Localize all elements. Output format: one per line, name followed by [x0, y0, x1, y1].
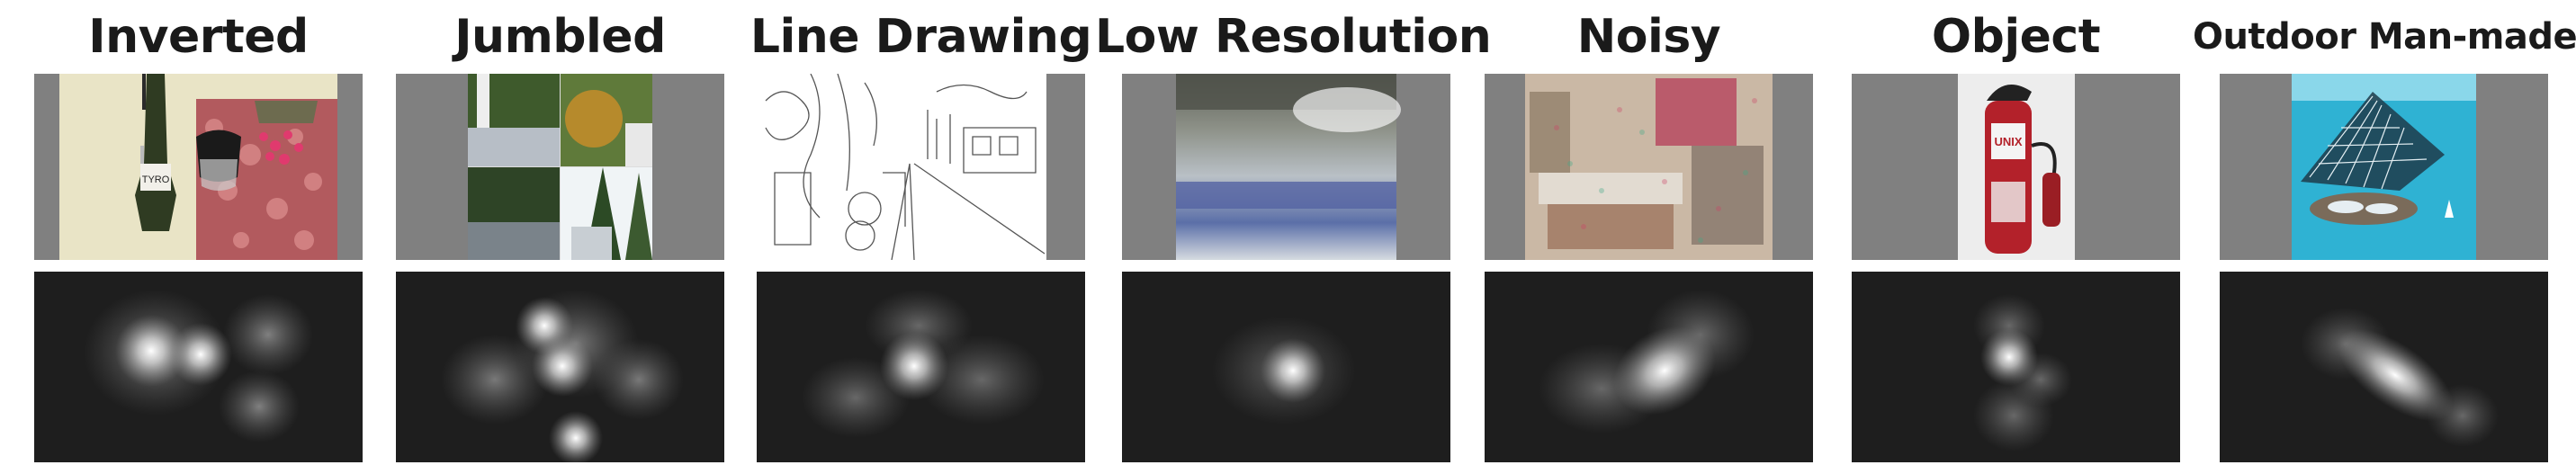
fixation-heatmap [757, 272, 1085, 462]
panel-title: Outdoor Man-made [2193, 16, 2576, 58]
stimulus-image [757, 74, 1085, 260]
fixation-heatmap [2220, 272, 2548, 462]
extinguisher-label: UNIX [1994, 135, 2022, 148]
panel-title: Object [1931, 10, 2101, 64]
fixation-heatmap [1485, 272, 1813, 462]
panel-object: Object UNIX [1852, 0, 2180, 474]
panel-title: Noisy [1576, 10, 1721, 64]
stimulus-image [1122, 74, 1450, 260]
panel-outdoor-man-made: Outdoor Man-made [2193, 0, 2576, 474]
fixation-heatmap [1122, 272, 1450, 462]
fixation-heatmap [34, 272, 363, 462]
stimulus-image [2220, 74, 2548, 260]
panel-title: Jumbled [454, 10, 666, 64]
panel-inverted: Inverted TYRO [34, 0, 363, 474]
panel-jumbled: Jumbled [396, 0, 724, 474]
fixation-heatmap [396, 272, 724, 462]
bottle-label: TYRO [142, 174, 170, 185]
panel-title: Inverted [88, 10, 309, 64]
panel-low-resolution: Low Resolution [1095, 0, 1492, 474]
panel-title: Line Drawing [749, 10, 1092, 64]
panel-title: Low Resolution [1095, 10, 1492, 64]
stimulus-image [396, 74, 724, 260]
panel-noisy: Noisy [1485, 0, 1813, 474]
stimulus-image: TYRO [34, 74, 363, 260]
panel-line-drawing: Line Drawing [750, 0, 1092, 474]
stimulus-image [1485, 74, 1813, 260]
fixation-heatmap [1852, 272, 2180, 462]
stimulus-image: UNIX [1852, 74, 2180, 260]
